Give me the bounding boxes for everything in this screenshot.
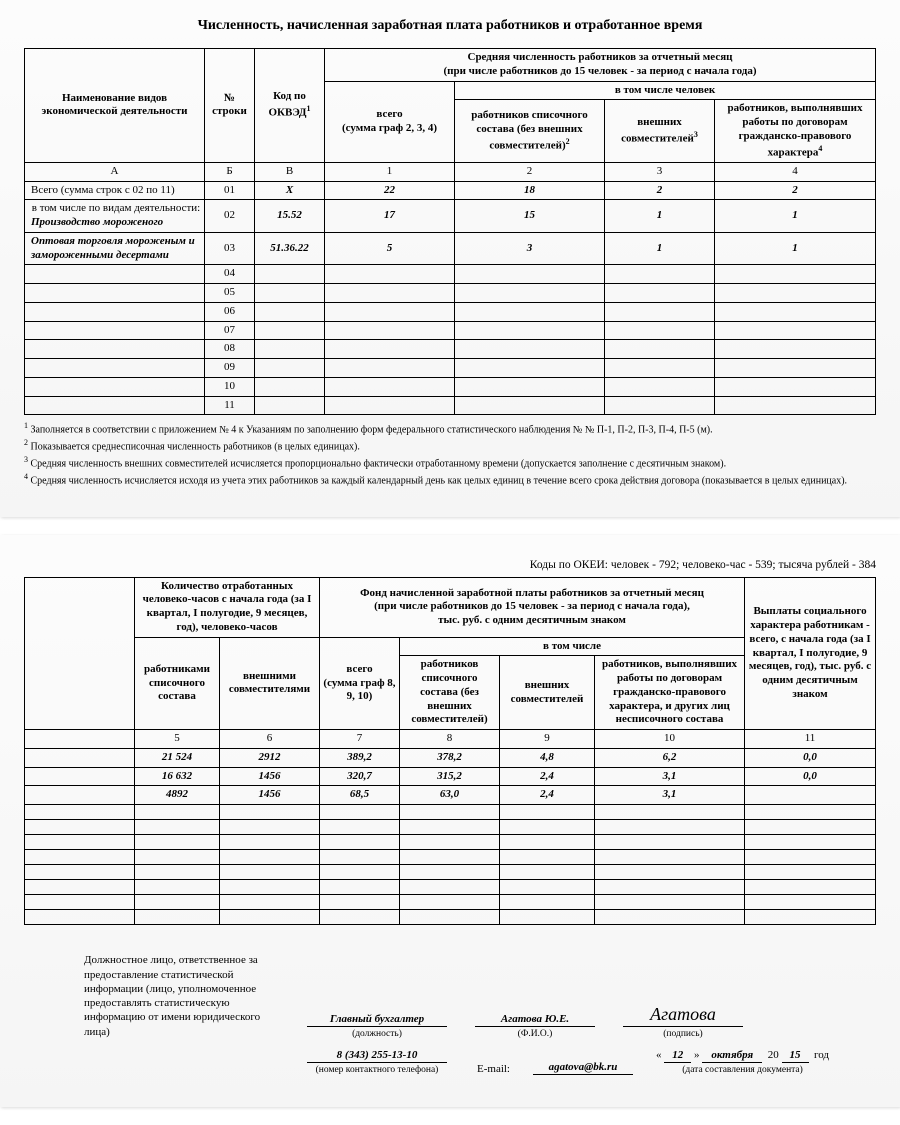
- table-row: 07: [25, 321, 876, 340]
- cell: 03: [205, 232, 255, 265]
- table-row: [25, 880, 876, 895]
- cell: 2: [715, 181, 876, 200]
- sig-signature: Агатова: [623, 1004, 743, 1027]
- sig-date: « 12 » октября 20 15 год (дата составлен…: [656, 1049, 829, 1075]
- lab-2: 2: [455, 162, 605, 181]
- table-row: [25, 895, 876, 910]
- cell: X: [255, 181, 325, 200]
- cell: 1: [715, 232, 876, 265]
- cell: Оптовая торговля мороженым и замороженны…: [25, 232, 205, 265]
- h-pay: Фонд начисленной заработной платы работн…: [320, 577, 745, 637]
- table-row: Всего (сумма строк с 02 по 11) 01 X 22 1…: [25, 181, 876, 200]
- cell: 22: [325, 181, 455, 200]
- table-row: в том числе по видам деятельности: Произ…: [25, 200, 876, 233]
- h-name: Наименование видов экономической деятель…: [25, 49, 205, 163]
- lab-v: В: [255, 162, 325, 181]
- h-c11: Выплаты социального характера работникам…: [745, 577, 876, 730]
- cell: 17: [325, 200, 455, 233]
- cell: 3: [455, 232, 605, 265]
- h-c5: работниками списочного состава: [135, 637, 220, 730]
- sig-phone: 8 (343) 255-13-10: [307, 1049, 447, 1063]
- h-col4: работников, выполнявших работы по догово…: [715, 100, 876, 163]
- h-col2: работников списочного состава (без внешн…: [455, 100, 605, 163]
- sig-position: Главный бухгалтер: [307, 1013, 447, 1027]
- cell: 5: [325, 232, 455, 265]
- h-top: Средняя численность работников за отчетн…: [325, 49, 876, 82]
- sig-email: agatova@bk.ru: [533, 1061, 633, 1075]
- h-c8: работников списочного состава (без внешн…: [400, 656, 500, 730]
- table-row: 04: [25, 265, 876, 284]
- cell: 02: [205, 200, 255, 233]
- h-c6: внешними совместителями: [220, 637, 320, 730]
- cell: 18: [455, 181, 605, 200]
- okei-codes: Коды по ОКЕИ: человек - 792; человеко-ча…: [24, 559, 876, 571]
- sig-intro: Должностное лицо, ответственное за предо…: [24, 953, 284, 1039]
- lab-1: 1: [325, 162, 455, 181]
- table-row: 06: [25, 302, 876, 321]
- table-row: [25, 820, 876, 835]
- table-row: 05: [25, 284, 876, 303]
- cell: 51.36.22: [255, 232, 325, 265]
- table-row: 11: [25, 396, 876, 415]
- cell: 2: [605, 181, 715, 200]
- h-hours: Количество отработанных человеко-часов с…: [135, 577, 320, 637]
- cell: в том числе по видам деятельности: Произ…: [25, 200, 205, 233]
- table-2: Количество отработанных человеко-часов с…: [24, 577, 876, 926]
- table-row: Оптовая торговля мороженым и замороженны…: [25, 232, 876, 265]
- cell: 1: [605, 232, 715, 265]
- lab-b: Б: [205, 162, 255, 181]
- h-col1: всего(сумма граф 2, 3, 4): [325, 81, 455, 162]
- table-row: 16 632 1456 320,7 315,2 2,4 3,1 0,0: [25, 767, 876, 786]
- lab-3: 3: [605, 162, 715, 181]
- table-row: 4892 1456 68,5 63,0 2,4 3,1: [25, 786, 876, 805]
- table-row: [25, 865, 876, 880]
- page-2: Коды по ОКЕИ: человек - 792; человеко-ча…: [0, 535, 900, 1107]
- h-col3: внешних совместителей3: [605, 100, 715, 163]
- table-row: 21 524 2912 389,2 378,2 4,8 6,2 0,0: [25, 748, 876, 767]
- cell: 1: [605, 200, 715, 233]
- cell: 15: [455, 200, 605, 233]
- lab-4: 4: [715, 162, 876, 181]
- table-row: [25, 850, 876, 865]
- footnotes: 1 Заполняется в соответствии с приложени…: [24, 421, 876, 487]
- table-row: [25, 835, 876, 850]
- table-row: [25, 910, 876, 925]
- h-c10: работников, выполнявших работы по догово…: [595, 656, 745, 730]
- table-row: 08: [25, 340, 876, 359]
- page-1: Численность, начисленная заработная плат…: [0, 0, 900, 517]
- blank-head: [25, 577, 135, 730]
- page-title: Численность, начисленная заработная плат…: [24, 18, 876, 34]
- h-row: № строки: [205, 49, 255, 163]
- h-c7: всего(сумма граф 8, 9, 10): [320, 637, 400, 730]
- cell: 1: [715, 200, 876, 233]
- table-1: Наименование видов экономической деятель…: [24, 48, 876, 415]
- cell: Всего (сумма строк с 02 по 11): [25, 181, 205, 200]
- lab-a: А: [25, 162, 205, 181]
- signature-block: Должностное лицо, ответственное за предо…: [24, 953, 876, 1075]
- table-row: [25, 805, 876, 820]
- sig-fio: Агатова Ю.Е.: [475, 1013, 595, 1027]
- h-code: Код по ОКВЭД1: [255, 49, 325, 163]
- h-c9: внешних совместителей: [500, 656, 595, 730]
- table-row: 10: [25, 377, 876, 396]
- cell: 01: [205, 181, 255, 200]
- h-incl: в том числе человек: [455, 81, 876, 100]
- cell: 15.52: [255, 200, 325, 233]
- table-row: 09: [25, 359, 876, 378]
- h-incl2: в том числе: [400, 637, 745, 656]
